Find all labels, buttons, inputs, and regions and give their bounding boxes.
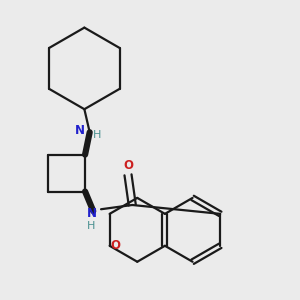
Text: O: O [123,160,133,172]
Text: H: H [87,221,96,231]
Text: H: H [93,130,102,140]
Text: N: N [75,124,85,137]
Text: N: N [86,207,97,220]
Text: O: O [110,239,120,252]
